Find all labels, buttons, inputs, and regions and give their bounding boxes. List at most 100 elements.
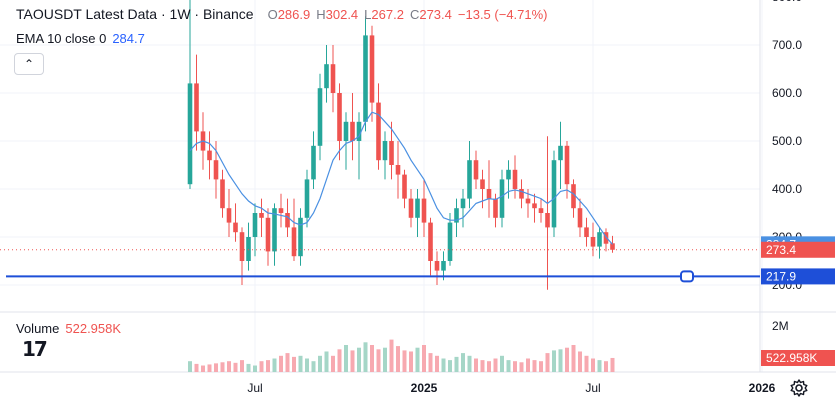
ema-label: EMA 10 close 0 [16,31,107,46]
price-axis-label: 500.0 [772,134,802,148]
volume-bar [415,347,420,372]
volume-bar [350,350,355,372]
candle-body [324,64,329,89]
volume-bar [331,355,335,372]
candle-body [194,83,199,132]
candle-body [304,179,310,218]
volume-bar [402,350,407,372]
ohlc-values: O286.9 H302.4 L267.2 C273.4 −13.5 (−4.71… [268,7,548,22]
volume-bar [220,362,225,372]
candle-body [337,93,342,141]
candle-body [343,121,349,141]
candle-body [259,213,264,218]
candle-body [402,174,407,199]
high-key: H [316,7,326,22]
candle-body [317,88,323,146]
volume-bar [493,358,498,372]
hline-price-badge-bg [761,268,835,285]
horizontal-line-handle[interactable] [680,270,694,283]
volume-bar [396,346,400,372]
ema-line [189,111,613,245]
candle-body [519,189,524,199]
volume-bar [311,361,316,372]
candle-body [441,261,446,271]
volume-bar [285,353,290,372]
candle-body [467,160,472,199]
candle-body [395,165,401,175]
candle-body [590,237,596,247]
volume-bar [305,358,309,372]
low-value: 267.2 [371,7,404,22]
candle-body [278,208,284,213]
candle-body [584,227,589,237]
volume-bar [480,360,485,372]
candle-body [480,179,485,189]
volume-bar [357,347,361,372]
candle-body [525,198,531,204]
candle-body [265,217,271,252]
volume-axis-label: 2M [772,319,789,333]
volume-bar [428,353,433,372]
volume-bar [610,357,615,372]
volume-bar [532,360,537,372]
volume-legend[interactable]: Volume 522.958K [16,321,121,336]
volume-bar [188,361,192,372]
volume-bar [201,365,205,372]
close-key: C [409,7,420,22]
volume-bar [422,345,426,372]
candle-body [610,243,615,250]
volume-bar [552,350,556,372]
volume-bar [454,356,459,372]
volume-bar [435,355,439,372]
volume-bar [461,353,465,372]
volume-bar [441,358,446,372]
candle-body [213,160,219,180]
volume-bar [571,345,576,372]
candle-body [252,213,258,237]
candle-body [226,208,232,223]
volume-bar [565,347,569,372]
close-value: 273.4 [419,7,452,22]
high-value: 302.4 [325,7,359,22]
volume-bar [604,361,608,372]
tradingview-logo[interactable]: 17 [22,337,48,361]
hline-price-badge: 217.9 [766,269,796,283]
collapse-legend-button[interactable]: ⌃ [14,53,44,75]
volume-bar [474,358,478,372]
candle-body [330,64,336,93]
volume-bar [318,355,322,372]
volume-bar [214,363,218,372]
price-axis-label: 600.0 [772,86,802,100]
volume-bar [500,355,504,372]
candle-body [376,102,381,161]
volume-bar [487,361,491,372]
time-axis-label: Jul [585,381,600,395]
candle-body [207,150,212,161]
volume-bar [578,351,582,372]
volume-bar [227,361,231,372]
open-value: 286.9 [277,7,311,22]
volume-bar [448,360,452,372]
volume-bar [545,353,550,372]
volume-value-badge: 522.958K [766,351,817,365]
candle-body [220,179,225,209]
ema-legend[interactable]: EMA 10 close 0 284.7 [16,31,145,46]
volume-bar [526,358,530,372]
change-value: −13.5 (−4.71%) [457,7,548,22]
settings-gear-icon[interactable] [789,378,809,398]
volume-bar [240,360,244,372]
volume-bar [363,342,368,372]
volume-bar [259,361,264,372]
candle-body [356,121,362,141]
volume-bar [370,345,374,372]
volume-bar [467,355,472,372]
volume-bar [337,349,342,372]
candle-body [577,208,583,228]
symbol-title[interactable]: TAOUSDT Latest Data · 1W · Binance [16,6,254,22]
candle-body [460,198,466,209]
volume-bar [513,361,517,372]
candle-body [512,169,518,189]
candle-body [415,198,420,218]
